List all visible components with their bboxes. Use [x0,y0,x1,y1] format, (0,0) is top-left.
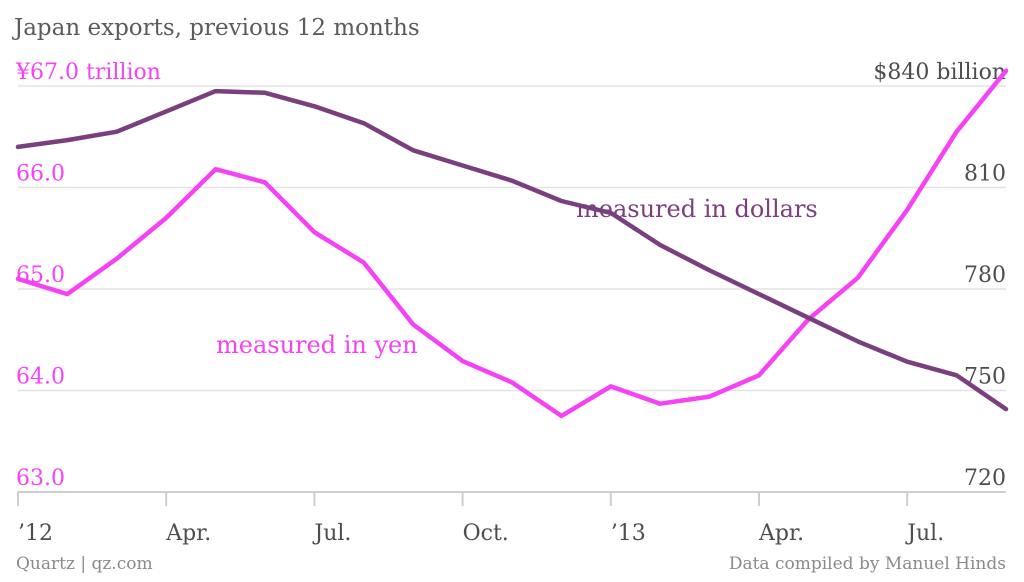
x-tick-label: Oct. [463,521,509,546]
series-line-dollars [15,88,1009,412]
right-tick-label: 780 [964,263,1006,288]
series-label-yen: measured in yen [216,331,418,359]
right-tick-label: $840 billion [873,60,1006,85]
x-axis: ’12 Apr. Jul. Oct. ’13 Apr. Jul. [17,492,944,546]
x-tick-label: Apr. [165,521,211,546]
x-tick-label: ’12 [18,521,53,546]
right-tick-label: 810 [964,162,1006,187]
series-label-dollars: measured in dollars [576,195,818,223]
gridlines [18,85,1006,493]
series-lines [15,68,1009,419]
x-tick-label: Jul. [905,521,944,546]
x-tick-label: ’13 [611,521,646,546]
series-line-yen [15,68,1009,419]
right-tick-label: 720 [964,466,1006,491]
left-tick-label: 66.0 [16,162,65,187]
x-tick-label: Jul. [312,521,351,546]
left-tick-label: ¥67.0 trillion [15,60,161,85]
footer-source: Quartz | qz.com [16,554,153,574]
left-tick-label: 63.0 [16,466,65,491]
chart-title: Japan exports, previous 12 months [12,15,420,41]
x-tick-label: Apr. [758,521,804,546]
left-tick-label: 64.0 [16,365,65,390]
footer-credit: Data compiled by Manuel Hinds [729,554,1006,574]
